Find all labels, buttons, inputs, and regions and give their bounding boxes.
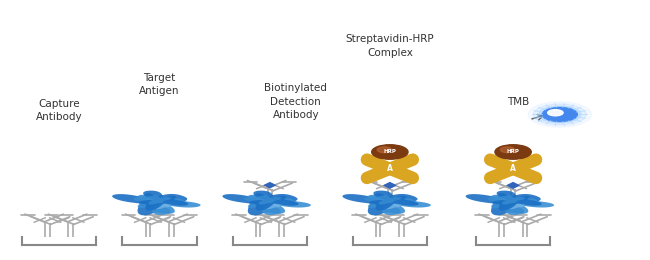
- Polygon shape: [364, 196, 399, 208]
- Text: Capture
Antibody: Capture Antibody: [36, 99, 83, 122]
- Text: HRP: HRP: [384, 150, 396, 154]
- Text: Target
Antigen: Target Antigen: [139, 73, 180, 96]
- Polygon shape: [376, 195, 402, 205]
- Polygon shape: [488, 196, 522, 208]
- Circle shape: [377, 147, 392, 153]
- Polygon shape: [261, 198, 290, 209]
- Text: HRP: HRP: [506, 150, 519, 154]
- Polygon shape: [146, 195, 172, 205]
- Polygon shape: [150, 198, 180, 209]
- Text: Streptavidin-HRP
Complex: Streptavidin-HRP Complex: [346, 34, 434, 57]
- Circle shape: [548, 110, 563, 116]
- Polygon shape: [134, 196, 169, 208]
- Polygon shape: [343, 193, 417, 215]
- Text: Biotinylated
Detection
Antibody: Biotinylated Detection Antibody: [265, 83, 327, 120]
- Circle shape: [542, 107, 577, 121]
- Polygon shape: [369, 191, 419, 211]
- Polygon shape: [138, 191, 188, 211]
- Text: A: A: [510, 164, 516, 173]
- Text: A: A: [387, 164, 393, 173]
- Polygon shape: [248, 195, 311, 215]
- Circle shape: [534, 104, 586, 125]
- Polygon shape: [222, 193, 298, 215]
- Circle shape: [539, 106, 581, 123]
- Polygon shape: [506, 182, 520, 189]
- Polygon shape: [138, 195, 201, 215]
- Polygon shape: [465, 193, 541, 215]
- Polygon shape: [249, 191, 298, 211]
- Polygon shape: [383, 182, 396, 188]
- Polygon shape: [499, 195, 525, 205]
- Text: TMB: TMB: [507, 97, 529, 107]
- Polygon shape: [244, 196, 279, 208]
- Polygon shape: [112, 193, 187, 215]
- Polygon shape: [506, 182, 520, 188]
- Polygon shape: [383, 182, 396, 189]
- Polygon shape: [381, 198, 410, 209]
- Polygon shape: [492, 191, 542, 211]
- Circle shape: [528, 102, 592, 127]
- Circle shape: [500, 147, 515, 153]
- Polygon shape: [491, 195, 554, 215]
- Polygon shape: [368, 195, 431, 215]
- Polygon shape: [256, 195, 281, 205]
- Polygon shape: [504, 198, 534, 209]
- Circle shape: [372, 145, 408, 159]
- Polygon shape: [263, 182, 277, 188]
- Circle shape: [495, 145, 531, 159]
